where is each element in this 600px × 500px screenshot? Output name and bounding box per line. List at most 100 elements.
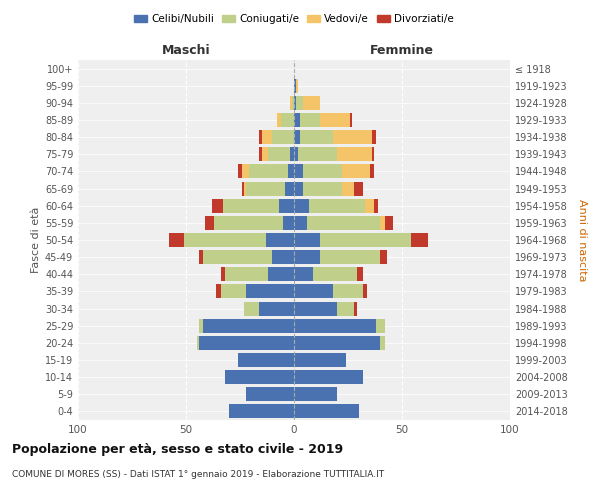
Bar [212,198,223,212]
Bar [341,164,370,178]
Bar [333,284,363,298]
Bar [350,113,352,127]
Bar [259,302,294,316]
Bar [320,233,410,247]
Bar [294,148,298,162]
Bar [376,318,385,332]
Bar [356,268,363,281]
Bar [262,130,272,144]
Legend: Celibi/Nubili, Coniugati/e, Vedovi/e, Divorziati/e: Celibi/Nubili, Coniugati/e, Vedovi/e, Di… [130,10,458,29]
Bar [294,336,380,350]
Bar [320,113,350,127]
Bar [292,96,294,110]
Bar [385,216,394,230]
Bar [169,233,184,247]
Bar [337,302,355,316]
Bar [259,148,262,162]
Text: Popolazione per età, sesso e stato civile - 2019: Popolazione per età, sesso e stato civil… [12,442,343,456]
Bar [199,318,203,332]
Bar [320,250,380,264]
Bar [296,96,302,110]
Bar [223,198,279,212]
Bar [309,198,365,212]
Bar [242,164,248,178]
Bar [380,336,385,350]
Bar [248,164,287,178]
Bar [380,250,387,264]
Bar [372,130,376,144]
Bar [294,318,376,332]
Bar [301,113,320,127]
Bar [199,336,294,350]
Bar [307,216,380,230]
Bar [279,198,294,212]
Bar [294,78,296,92]
Bar [221,284,247,298]
Bar [363,284,367,298]
Bar [184,233,266,247]
Bar [313,268,356,281]
Bar [225,268,268,281]
Y-axis label: Fasce di età: Fasce di età [31,207,41,273]
Bar [294,284,333,298]
Bar [302,164,341,178]
Bar [238,353,294,367]
Bar [238,164,242,178]
Bar [244,182,247,196]
Text: Maschi: Maschi [161,44,211,57]
Bar [290,96,292,110]
Bar [337,148,372,162]
Bar [294,388,337,402]
Bar [374,198,378,212]
Bar [410,233,428,247]
Bar [247,182,286,196]
Bar [214,216,283,230]
Bar [197,336,199,350]
Bar [216,284,221,298]
Bar [281,113,294,127]
Bar [341,182,355,196]
Bar [266,233,294,247]
Bar [296,78,298,92]
Bar [268,148,290,162]
Bar [294,164,302,178]
Bar [294,268,313,281]
Bar [372,148,374,162]
Bar [370,164,374,178]
Bar [272,250,294,264]
Bar [380,216,385,230]
Bar [365,198,374,212]
Bar [287,164,294,178]
Bar [294,113,301,127]
Bar [294,404,359,418]
Bar [294,96,296,110]
Bar [294,250,320,264]
Bar [302,96,320,110]
Y-axis label: Anni di nascita: Anni di nascita [577,198,587,281]
Bar [302,182,341,196]
Bar [203,318,294,332]
Bar [294,353,346,367]
Bar [225,370,294,384]
Bar [199,250,203,264]
Bar [294,198,309,212]
Bar [247,284,294,298]
Bar [244,302,259,316]
Text: COMUNE DI MORES (SS) - Dati ISTAT 1° gennaio 2019 - Elaborazione TUTTITALIA.IT: COMUNE DI MORES (SS) - Dati ISTAT 1° gen… [12,470,384,479]
Bar [294,182,302,196]
Bar [294,370,363,384]
Bar [203,250,272,264]
Bar [272,130,294,144]
Bar [283,216,294,230]
Bar [301,130,333,144]
Bar [259,130,262,144]
Bar [294,130,301,144]
Bar [294,233,320,247]
Bar [286,182,294,196]
Bar [333,130,372,144]
Bar [221,268,225,281]
Bar [294,216,307,230]
Bar [290,148,294,162]
Bar [355,302,356,316]
Bar [277,113,281,127]
